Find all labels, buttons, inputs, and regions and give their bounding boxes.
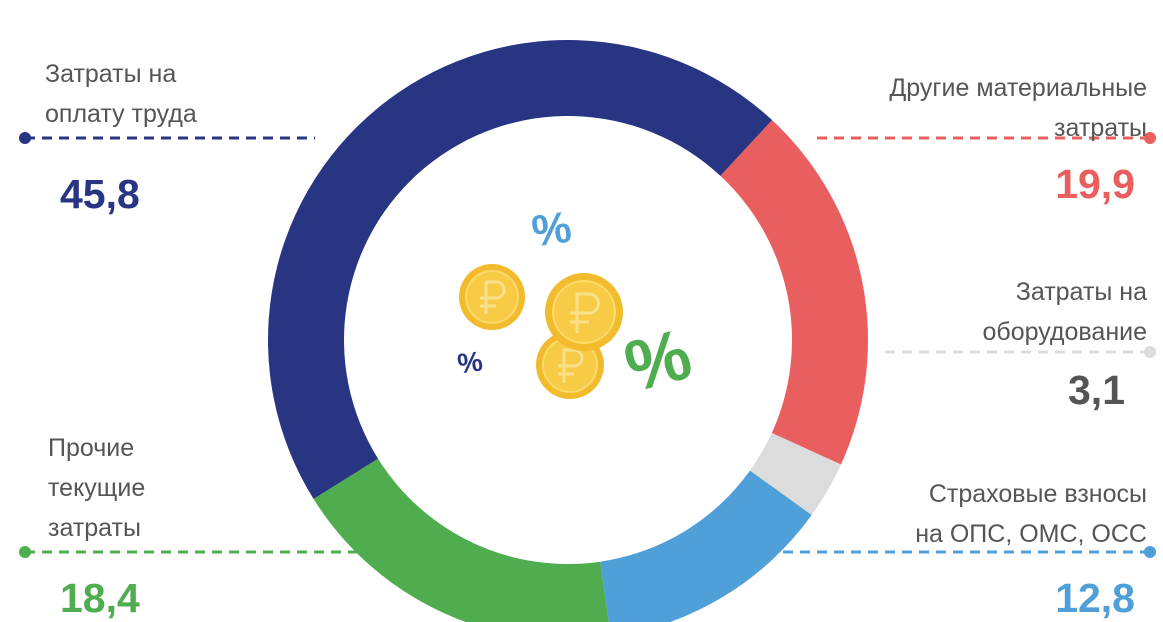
legend-dot (1144, 132, 1156, 144)
coin (459, 264, 525, 330)
donut-segment (600, 470, 812, 622)
legend-dot (1144, 546, 1156, 558)
legend-dot (19, 132, 31, 144)
category-label: Страховые взносы на ОПС, ОМС, ОСС (915, 480, 1147, 548)
category-label: Другие материальные затраты (889, 74, 1147, 142)
value-label: 12,8 (1055, 575, 1135, 621)
category-label: Затраты на оборудование (982, 278, 1148, 346)
percent-symbol: % (456, 345, 485, 379)
legend-dot (1144, 346, 1156, 358)
donut-segment (720, 120, 869, 465)
donut-segment (313, 458, 609, 622)
legend-dot (19, 546, 31, 558)
category-label: Затраты на оплату труда (45, 60, 197, 128)
donut-segment (268, 40, 773, 499)
percent-symbol: % (529, 203, 575, 257)
donut-segment (749, 432, 841, 515)
value-label: 3,1 (1068, 367, 1125, 413)
value-label: 19,9 (1055, 161, 1135, 207)
percent-symbol: % (617, 314, 700, 408)
category-label: Прочие текущие затраты (48, 434, 146, 542)
value-label: 45,8 (60, 171, 140, 217)
center-illustration: % % % (456, 203, 700, 408)
coin (545, 273, 623, 351)
value-label: 18,4 (60, 575, 140, 621)
